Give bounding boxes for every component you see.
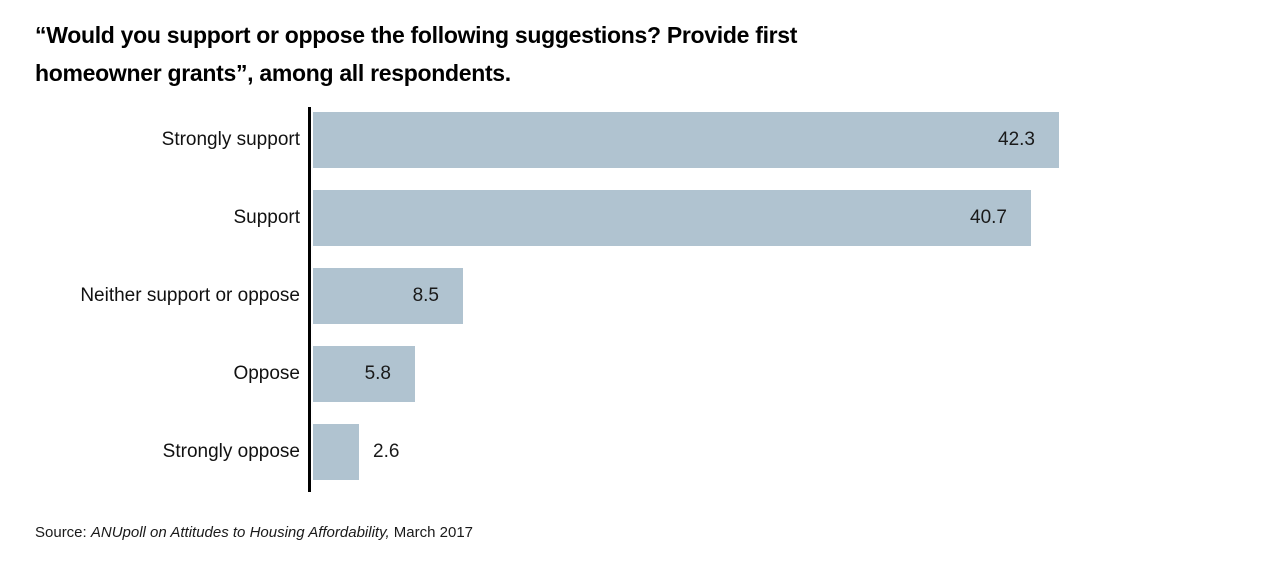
bar-0: 42.3 (313, 112, 1059, 168)
category-labels: Strongly support Support Neither support o… (0, 107, 300, 491)
category-label-0: Strongly support (161, 129, 300, 150)
category-label-3: Oppose (233, 363, 300, 384)
value-label-2: 8.5 (412, 285, 439, 306)
category-label-4: Strongly oppose (162, 441, 300, 462)
chart-title: “Would you support or oppose the followi… (35, 16, 975, 92)
bar-3: 5.8 (313, 346, 415, 402)
source-citation: ANUpoll on Attitudes to Housing Affordab… (90, 524, 390, 541)
bar-4 (313, 424, 359, 480)
source-note: Source: ANUpoll on Attitudes to Housing … (35, 524, 473, 541)
source-date: March 2017 (389, 524, 474, 541)
chart-title-line1: “Would you support or oppose the followi… (35, 22, 798, 48)
source-prefix: Source: (35, 524, 91, 541)
chart-title-line2: homeowner grants”, among all respondents… (35, 60, 511, 86)
bar-1: 40.7 (313, 190, 1031, 246)
value-label-0: 42.3 (998, 129, 1035, 150)
y-axis-line (308, 107, 311, 492)
category-label-1: Support (233, 207, 300, 228)
bar-2: 8.5 (313, 268, 463, 324)
value-label-3: 5.8 (364, 363, 391, 384)
value-label-4: 2.6 (373, 441, 400, 462)
value-label-1: 40.7 (970, 207, 1007, 228)
plot-area: 42.3 40.7 8.5 5.8 2.6 (313, 107, 1253, 491)
category-label-2: Neither support or oppose (80, 285, 300, 306)
